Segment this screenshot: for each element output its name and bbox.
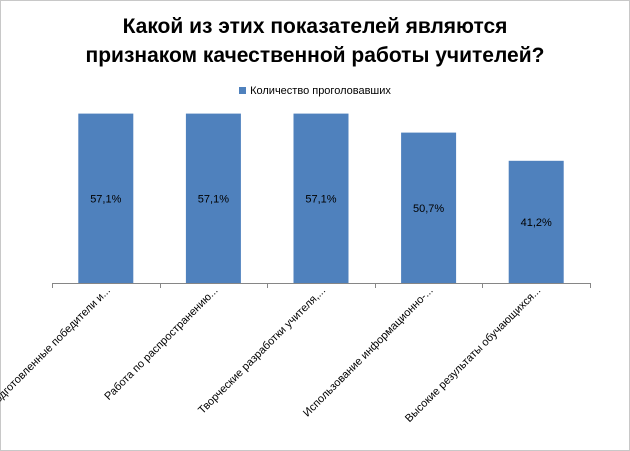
- bar-4: [401, 132, 457, 283]
- legend-label: Количество проголовавших: [250, 85, 391, 97]
- chart-title-line-1: Какой из этих показателей являются: [122, 15, 508, 38]
- data-label-4: 50,7%: [413, 203, 444, 215]
- bar-2: [185, 113, 241, 283]
- x-tick-label-1: Подготовленные победители и...: [0, 285, 113, 411]
- chart-title-line-2: признаком качественной работы учителей?: [85, 44, 545, 67]
- x-tick-label-4: Использование информационно-...: [301, 285, 436, 420]
- data-label-2: 57,1%: [198, 193, 229, 205]
- x-tick-label-5: Высокие результаты обучающихся...: [403, 285, 543, 425]
- data-label-5: 41,2%: [521, 217, 552, 229]
- chart-title: Какой из этих показателей являются призн…: [0, 12, 630, 70]
- x-tick-label-3: Творческие разработки учителя,...: [196, 285, 328, 417]
- legend-swatch: [239, 87, 247, 94]
- bar-3: [293, 113, 349, 283]
- chart-legend: Количество проголовавших: [0, 85, 630, 97]
- bar-1: [78, 113, 134, 283]
- data-label-1: 57,1%: [90, 193, 121, 205]
- x-tick-label-2: Работа по распространению...: [102, 285, 220, 403]
- data-label-3: 57,1%: [305, 193, 336, 205]
- bar-5: [508, 160, 564, 283]
